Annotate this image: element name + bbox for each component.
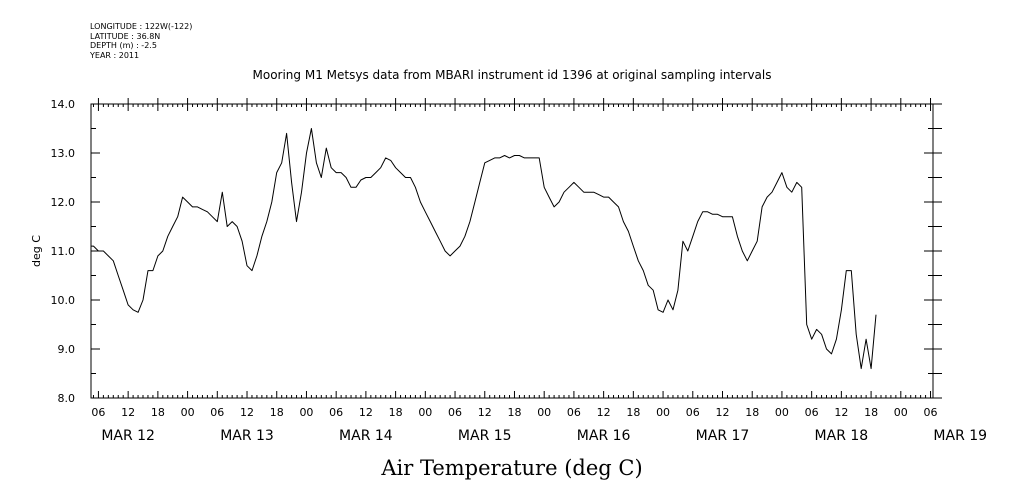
longitude-text: LONGITUDE : 122W(-122) xyxy=(90,22,193,31)
x-hour-label: 12 xyxy=(834,406,848,419)
ticks-layer xyxy=(91,98,942,399)
x-hour-label: 12 xyxy=(359,406,373,419)
x-hour-label: 18 xyxy=(389,406,403,419)
x-hour-label: 06 xyxy=(448,406,462,419)
x-hour-label: 12 xyxy=(478,406,492,419)
x-hour-label: 18 xyxy=(507,406,521,419)
x-day-label: MAR 15 xyxy=(458,428,512,444)
x-hour-label: 00 xyxy=(299,406,313,419)
x-day-label: MAR 19 xyxy=(933,428,987,444)
tick-labels-layer: 8.0 9.0 10.0 11.0 12.0 13.0 14.0 06 12 18 00 06 12 18… xyxy=(51,98,988,444)
air-temperature-line xyxy=(91,128,877,370)
y-axis-label: deg C xyxy=(30,235,43,267)
x-hour-label: 00 xyxy=(656,406,670,419)
y-tick-label: 11.0 xyxy=(51,245,76,258)
x-hour-label: 06 xyxy=(924,406,938,419)
x-hour-label: 06 xyxy=(91,406,105,419)
x-day-label: MAR 14 xyxy=(339,428,393,444)
latitude-text: LATITUDE : 36.8N xyxy=(90,31,161,41)
y-tick-label: 9.0 xyxy=(58,343,76,356)
x-hour-label: 18 xyxy=(151,406,165,419)
axes-layer xyxy=(90,103,934,399)
x-hour-label: 00 xyxy=(775,406,789,419)
y-tick-label: 13.0 xyxy=(51,147,76,160)
x-hour-label: 00 xyxy=(894,406,908,419)
x-hour-label: 12 xyxy=(597,406,611,419)
x-hour-label: 12 xyxy=(716,406,730,419)
x-day-label: MAR 18 xyxy=(815,428,869,444)
x-hour-label: 18 xyxy=(270,406,284,419)
y-tick-label: 8.0 xyxy=(58,392,76,405)
x-hour-label: 00 xyxy=(537,406,551,419)
x-day-label: MAR 17 xyxy=(696,428,750,444)
x-day-label: MAR 12 xyxy=(101,428,155,444)
y-tick-label: 12.0 xyxy=(51,196,76,209)
x-hour-label: 06 xyxy=(210,406,224,419)
year-text: YEAR : 2011 xyxy=(90,50,140,60)
x-axis-label: Air Temperature (deg C) xyxy=(380,456,642,480)
depth-text: DEPTH (m) : -2.5 xyxy=(90,41,157,50)
x-hour-label: 06 xyxy=(567,406,581,419)
metadata-block: LONGITUDE : 122W(-122) LATITUDE : 36.8N … xyxy=(90,22,192,60)
x-hour-label: 00 xyxy=(181,406,195,419)
y-tick-label: 14.0 xyxy=(51,98,76,111)
x-hour-label: 18 xyxy=(745,406,759,419)
x-day-label: MAR 16 xyxy=(577,428,631,444)
series-layer xyxy=(91,128,877,370)
x-hour-label: 12 xyxy=(121,406,135,419)
x-hour-label: 06 xyxy=(686,406,700,419)
x-hour-label: 00 xyxy=(418,406,432,419)
y-tick-label: 10.0 xyxy=(51,294,76,307)
x-hour-label: 18 xyxy=(626,406,640,419)
x-day-label: MAR 13 xyxy=(220,428,274,444)
x-hour-label: 18 xyxy=(864,406,878,419)
x-hour-label: 06 xyxy=(805,406,819,419)
x-hour-label: 06 xyxy=(329,406,343,419)
chart-title: Mooring M1 Metsys data from MBARI instru… xyxy=(253,68,772,82)
x-hour-label: 12 xyxy=(240,406,254,419)
plot-frame xyxy=(90,103,934,399)
